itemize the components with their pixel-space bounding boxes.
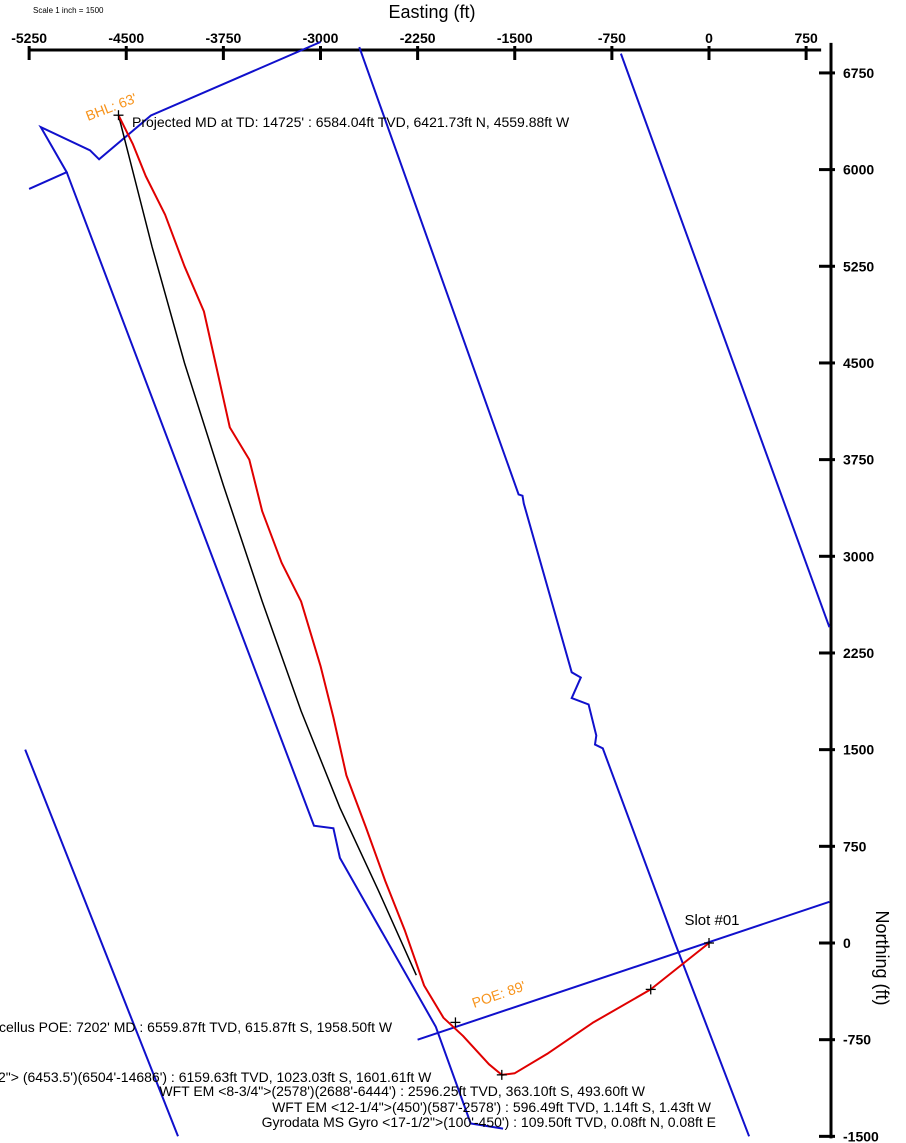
bhl-label: BHL: 63' <box>83 90 138 124</box>
y-axis-title: Northing (ft) <box>872 910 892 1005</box>
survey-marker <box>704 938 714 948</box>
survey-marker <box>113 110 124 121</box>
y-tick-label: 1500 <box>843 742 874 758</box>
planned-path <box>117 115 417 976</box>
slot-label: Slot #01 <box>684 912 739 929</box>
survey-markers <box>113 110 714 1080</box>
survey-label-1: 2"> (6453.5')(6504'-14686') : 6159.63ft … <box>0 1069 432 1085</box>
marcellus-poe-label: cellus POE: 7202' MD : 6559.87ft TVD, 61… <box>0 1019 393 1035</box>
survey-label-3: WFT EM <12-1/4">(450')(587'-2578') : 596… <box>272 1099 712 1115</box>
survey-marker <box>645 984 656 995</box>
survey-marker <box>496 1069 507 1080</box>
projected-td-label: Projected MD at TD: 14725' : 6584.04ft T… <box>132 114 570 130</box>
planned-path-line <box>117 115 417 976</box>
x-tick-label: -3750 <box>205 30 241 46</box>
lease-boundary-line <box>358 46 751 1137</box>
x-tick-label: -2250 <box>400 30 436 46</box>
x-tick-label: 750 <box>794 30 818 46</box>
y-tick-label: -750 <box>843 1032 871 1048</box>
x-axis-title: Easting (ft) <box>388 2 475 22</box>
y-tick-label: 3750 <box>843 452 874 468</box>
x-tick-label: -5250 <box>11 30 47 46</box>
y-tick-label: 0 <box>843 935 851 951</box>
y-tick-label: 5250 <box>843 258 874 274</box>
y-tick-label: 6750 <box>843 65 874 81</box>
survey-label-4: Gyrodata MS Gyro <17-1/2">(100'-450') : … <box>262 1114 716 1130</box>
y-tick-label: 2250 <box>843 645 874 661</box>
y-tick-label: 750 <box>843 838 867 854</box>
y-axis: 6750 6000 5250 4500 3750 3000 2250 1500 750 0 -750… <box>819 42 879 1143</box>
y-tick-label: -1500 <box>843 1128 879 1143</box>
lease-boundaries <box>24 41 831 1137</box>
y-tick-label: 4500 <box>843 355 874 371</box>
x-tick-label: -1500 <box>497 30 533 46</box>
x-tick-label: -3000 <box>303 30 339 46</box>
lease-boundary-line <box>417 900 830 1041</box>
y-tick-label: 3000 <box>843 548 874 564</box>
scale-note: Scale 1 inch = 1500 <box>33 6 104 15</box>
actual-path-line <box>117 114 710 1076</box>
y-tick-label: 6000 <box>843 162 874 178</box>
x-axis: -5250 -4500 -3750 -3000 -2250 -1500 -750 0 750 <box>11 30 822 60</box>
survey-label-2: WFT EM <8-3/4">(2578')(2688'-6444') : 25… <box>159 1083 645 1099</box>
survey-marker <box>450 1017 461 1028</box>
lease-boundary-line <box>619 53 831 628</box>
x-tick-label: 0 <box>705 30 713 46</box>
lease-boundary-line <box>24 749 179 1137</box>
actual-path <box>117 114 710 1076</box>
lease-boundary-line <box>65 171 504 1130</box>
x-tick-label: -750 <box>598 30 626 46</box>
x-tick-label: -4500 <box>108 30 144 46</box>
